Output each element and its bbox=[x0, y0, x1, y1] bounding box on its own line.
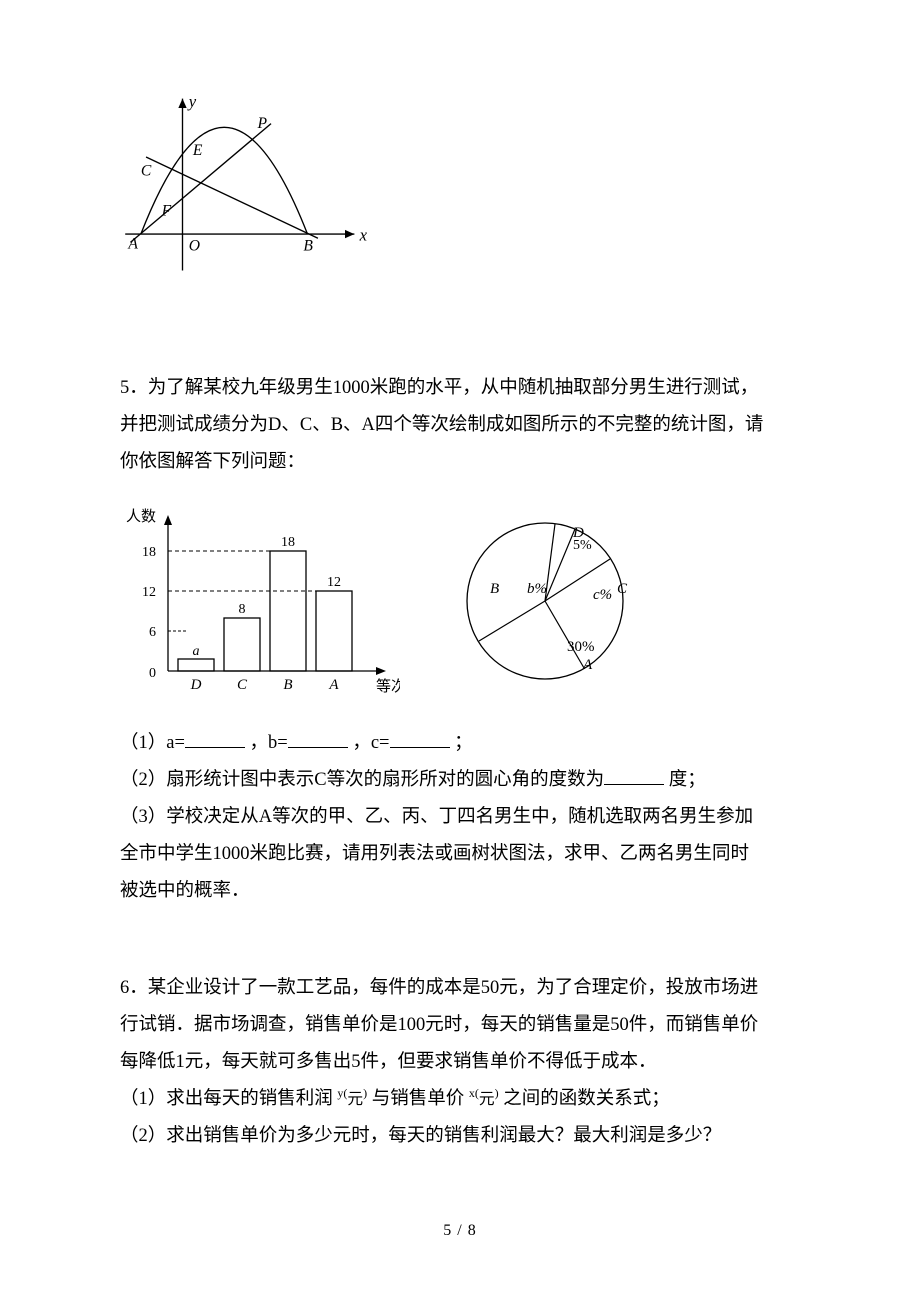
pie-chart-svg: 30% A c% C 5% D b% B bbox=[440, 506, 650, 696]
svg-text:18: 18 bbox=[281, 535, 295, 550]
q5-sub3-line2: 全市中学生1000米跑比赛，请用列表法或画树状图法，求甲、乙两名男生同时 bbox=[120, 836, 800, 873]
parabola-svg: x y O A B C E F P bbox=[120, 90, 370, 300]
svg-text:0: 0 bbox=[149, 666, 156, 681]
svg-text:18: 18 bbox=[142, 545, 156, 560]
q6-y-unit: 元 bbox=[347, 1091, 363, 1108]
svg-text:B: B bbox=[283, 677, 292, 693]
page-number: 5 / 8 bbox=[120, 1215, 800, 1247]
svg-text:a: a bbox=[193, 644, 200, 659]
q5-sub2: （2）扇形统计图中表示C等次的扇形所对的圆心角的度数为 度； bbox=[120, 762, 800, 799]
svg-text:b%: b% bbox=[527, 581, 547, 597]
q5-sub2-pre: （2）扇形统计图中表示C等次的扇形所对的圆心角的度数为 bbox=[120, 770, 604, 790]
svg-text:C: C bbox=[617, 581, 628, 597]
svg-text:P: P bbox=[257, 115, 268, 132]
q5-stem-line3: 你依图解答下列问题： bbox=[120, 444, 800, 481]
svg-text:A: A bbox=[127, 236, 138, 253]
q5-stem-line1: 5．为了解某校九年级男生1000米跑的水平，从中随机抽取部分男生进行测试， bbox=[120, 370, 800, 407]
q5-sub2-post: 度； bbox=[669, 770, 706, 790]
svg-text:12: 12 bbox=[327, 575, 341, 590]
q6-sub1-pre: （1）求出每天的销售利润 bbox=[120, 1089, 337, 1109]
svg-text:B: B bbox=[490, 581, 499, 597]
q6-sub1-x: x(元) bbox=[469, 1089, 499, 1109]
q5-sub3-line3: 被选中的概率． bbox=[120, 873, 800, 910]
q5-sub1-mid2: ，c= bbox=[352, 733, 389, 753]
q6-sub1-post: 之间的函数关系式； bbox=[499, 1089, 670, 1109]
svg-text:c%: c% bbox=[593, 587, 612, 603]
svg-text:D: D bbox=[190, 677, 202, 693]
q6-stem-line2: 行试销．据市场调查，销售单价是100元时，每天的销售量是50件，而销售单价 bbox=[120, 1007, 800, 1044]
svg-text:A: A bbox=[582, 657, 593, 673]
parabola-figure: x y O A B C E F P bbox=[120, 90, 800, 300]
svg-text:x: x bbox=[359, 225, 368, 244]
q6-sub1-y: y(元) bbox=[337, 1089, 367, 1109]
svg-text:y: y bbox=[187, 92, 197, 111]
svg-text:C: C bbox=[237, 677, 248, 693]
q5-sub1-pre: （1）a= bbox=[120, 733, 185, 753]
svg-text:12: 12 bbox=[142, 585, 156, 600]
q6-x-unit: 元 bbox=[479, 1091, 495, 1108]
q5-sub1: （1）a= ，b= ，c= ； bbox=[120, 725, 800, 762]
q6-sub2: （2）求出销售单价为多少元时，每天的销售利润最大？最大利润是多少？ bbox=[120, 1118, 800, 1155]
svg-text:B: B bbox=[303, 238, 313, 255]
svg-text:等次: 等次 bbox=[376, 677, 400, 695]
svg-text:A: A bbox=[328, 677, 339, 693]
q6-x-open: x( bbox=[469, 1086, 479, 1100]
q6-stem-line3: 每降低1元，每天就可多售出5件，但要求销售单价不得低于成本． bbox=[120, 1044, 800, 1081]
svg-text:O: O bbox=[189, 238, 200, 255]
bar-chart-svg: 0 6 12 18 a 8 18 12 bbox=[120, 501, 400, 701]
question-5: 5．为了解某校九年级男生1000米跑的水平，从中随机抽取部分男生进行测试， 并把… bbox=[120, 370, 800, 910]
blank-a bbox=[185, 729, 245, 749]
q6-stem-line1: 6．某企业设计了一款工艺品，每件的成本是50元，为了合理定价，投放市场进 bbox=[120, 970, 800, 1007]
svg-text:D: D bbox=[572, 525, 584, 541]
svg-text:30%: 30% bbox=[567, 639, 595, 655]
svg-text:人数: 人数 bbox=[126, 508, 156, 525]
q5-charts: 0 6 12 18 a 8 18 12 bbox=[120, 501, 800, 701]
blank-b bbox=[288, 729, 348, 749]
q5-sub3-line1: （3）学校决定从A等次的甲、乙、丙、丁四名男生中，随机选取两名男生参加 bbox=[120, 799, 800, 836]
q5-sub1-post: ； bbox=[454, 733, 473, 753]
q6-sub1: （1）求出每天的销售利润 y(元) 与销售单价 x(元) 之间的函数关系式； bbox=[120, 1081, 800, 1118]
svg-text:E: E bbox=[192, 142, 203, 159]
question-6: 6．某企业设计了一款工艺品，每件的成本是50元，为了合理定价，投放市场进 行试销… bbox=[120, 970, 800, 1155]
q5-stem-line2: 并把测试成绩分为D、C、B、A四个等次绘制成如图所示的不完整的统计图，请 bbox=[120, 407, 800, 444]
q6-y-open: y( bbox=[337, 1086, 347, 1100]
q6-sub1-mid: 与销售单价 bbox=[367, 1089, 469, 1109]
q5-sub1-mid1: ，b= bbox=[250, 733, 288, 753]
svg-text:F: F bbox=[161, 202, 172, 219]
svg-text:6: 6 bbox=[149, 625, 156, 640]
blank-angle bbox=[604, 766, 664, 786]
svg-text:C: C bbox=[141, 163, 152, 180]
blank-c bbox=[390, 729, 450, 749]
svg-text:8: 8 bbox=[239, 602, 246, 617]
